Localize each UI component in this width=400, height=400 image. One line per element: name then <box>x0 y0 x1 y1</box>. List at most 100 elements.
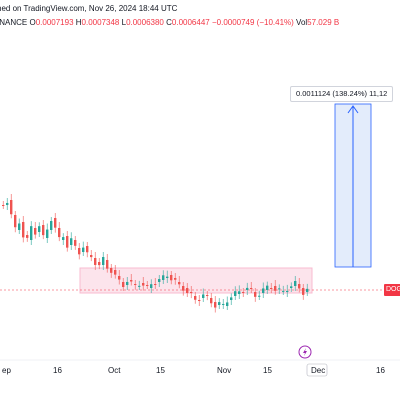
candle-body[interactable] <box>250 288 253 290</box>
measure-arrow-head <box>347 105 359 114</box>
candle-body[interactable] <box>186 288 189 293</box>
candle-body[interactable] <box>134 284 137 285</box>
candle-body[interactable] <box>286 290 289 292</box>
candle-body[interactable] <box>302 288 305 295</box>
candle-body[interactable] <box>278 288 281 290</box>
candle-body[interactable] <box>82 247 85 252</box>
candle-body[interactable] <box>86 246 89 253</box>
candle-body[interactable] <box>202 294 205 298</box>
x-axis-tick-label: 15 <box>263 366 272 375</box>
candle-body[interactable] <box>30 226 33 240</box>
candle-body[interactable] <box>50 220 53 230</box>
candle-body[interactable] <box>110 268 113 273</box>
candle-body[interactable] <box>306 288 309 292</box>
candle-body[interactable] <box>230 297 233 300</box>
candle-body[interactable] <box>26 235 29 238</box>
candle-body[interactable] <box>14 215 17 228</box>
candle-body[interactable] <box>6 202 9 205</box>
exchange-label: INANCE <box>0 18 28 27</box>
candle-body[interactable] <box>210 298 213 304</box>
candle-body[interactable] <box>114 270 117 275</box>
candle-body[interactable] <box>242 292 245 293</box>
candle-body[interactable] <box>218 302 221 305</box>
candle-body[interactable] <box>206 295 209 296</box>
candle-body[interactable] <box>258 295 261 297</box>
x-axis-highlight-box <box>306 363 328 377</box>
candle-body[interactable] <box>170 275 173 281</box>
candle-body[interactable] <box>98 262 101 266</box>
consolidation-range-box[interactable] <box>79 267 313 294</box>
candle-body[interactable] <box>150 284 153 288</box>
x-axis-tick-label: Oct <box>108 366 121 375</box>
low-label: L <box>121 18 127 27</box>
candle-body[interactable] <box>226 302 229 306</box>
candle-body[interactable] <box>90 255 93 258</box>
candle-body[interactable] <box>118 276 121 280</box>
candle-body[interactable] <box>146 285 149 286</box>
candle-body[interactable] <box>154 284 157 285</box>
candle-body[interactable] <box>266 285 269 290</box>
candle-body[interactable] <box>158 279 161 282</box>
candle-body[interactable] <box>46 229 49 238</box>
candle-body[interactable] <box>18 223 21 230</box>
candle-body[interactable] <box>38 226 41 232</box>
candle-body[interactable] <box>294 281 297 286</box>
candle-body[interactable] <box>74 240 77 246</box>
candle-body[interactable] <box>142 283 145 286</box>
candle-body[interactable] <box>246 287 249 290</box>
candle-body[interactable] <box>262 288 265 293</box>
ohlc-legend: INANCE O0.0007193 H0.0007348 L0.0006380 … <box>0 18 339 27</box>
x-axis-tick-label: Dec <box>311 366 325 375</box>
candle-body[interactable] <box>122 282 125 288</box>
candle-body[interactable] <box>70 238 73 245</box>
candle-body[interactable] <box>238 291 241 294</box>
candle-body[interactable] <box>58 228 61 238</box>
candle-body[interactable] <box>78 248 81 255</box>
candle-body[interactable] <box>62 237 65 240</box>
candle-body[interactable] <box>182 286 185 291</box>
candle-body[interactable] <box>298 284 301 289</box>
candle-body[interactable] <box>274 286 277 291</box>
candle-body[interactable] <box>290 286 293 288</box>
candle-body[interactable] <box>22 222 25 238</box>
x-axis: ep 16 Oct 15 Nov 15 Dec 16 <box>2 363 385 377</box>
candle-body[interactable] <box>190 292 193 294</box>
candle-body[interactable] <box>214 302 217 308</box>
open-value: 0.0007193 <box>35 18 74 27</box>
candle-body[interactable] <box>254 292 257 297</box>
open-label: O <box>29 18 36 27</box>
candle-body[interactable] <box>130 280 133 282</box>
candle-body[interactable] <box>42 225 45 236</box>
candle-body[interactable] <box>106 260 109 269</box>
candle-body[interactable] <box>94 258 97 265</box>
candle-body[interactable] <box>66 236 69 248</box>
chart-header: hed on TradingView.com, Nov 26, 2024 18:… <box>0 0 400 36</box>
candle-body[interactable] <box>282 290 285 292</box>
candle-body[interactable] <box>138 285 141 287</box>
candle-body[interactable] <box>234 291 237 296</box>
candle-body[interactable] <box>162 275 165 280</box>
published-info: hed on TradingView.com, Nov 26, 2024 18:… <box>0 4 178 13</box>
candle-body[interactable] <box>222 303 225 305</box>
volume-value: 57.029 B <box>307 18 340 27</box>
x-axis-tick-label: 16 <box>53 366 62 375</box>
x-axis-tick-label: ep <box>2 366 11 375</box>
lightning-icon[interactable] <box>298 345 312 359</box>
candle-body[interactable] <box>34 228 37 235</box>
candle-body[interactable] <box>166 276 169 278</box>
candle-body[interactable] <box>178 282 181 285</box>
candle-body[interactable] <box>174 278 177 280</box>
candle-body[interactable] <box>10 200 13 215</box>
low-value: 0.0006380 <box>126 18 164 27</box>
candle-body[interactable] <box>198 300 201 301</box>
measure-label: 0.0011124 (138.24%) 11,12 <box>290 86 394 102</box>
candle-body[interactable] <box>194 296 197 300</box>
high-value: 0.0007348 <box>81 18 120 27</box>
candle-body[interactable] <box>2 205 5 206</box>
candle-body[interactable] <box>270 288 273 289</box>
candle-body[interactable] <box>102 257 105 265</box>
candle-body[interactable] <box>54 218 57 228</box>
candle-body[interactable] <box>126 281 129 285</box>
candles-group <box>2 194 309 313</box>
